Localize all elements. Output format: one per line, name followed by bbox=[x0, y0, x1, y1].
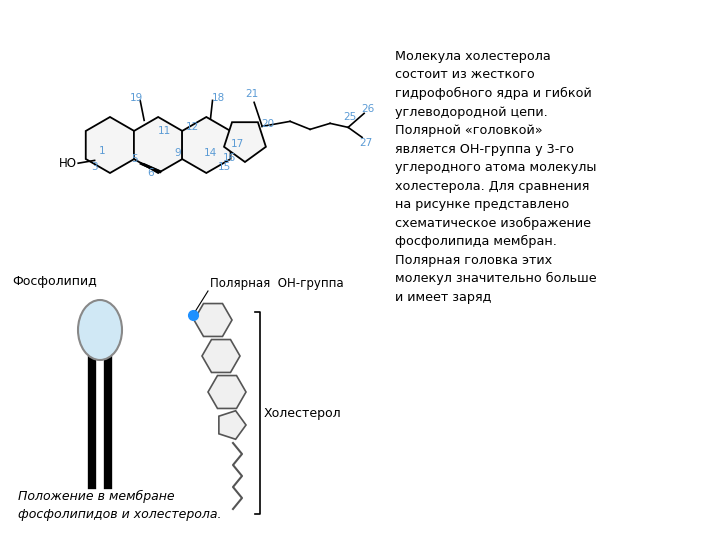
Text: 5: 5 bbox=[131, 154, 138, 164]
Text: HO: HO bbox=[59, 157, 77, 170]
Text: 27: 27 bbox=[359, 138, 373, 149]
Text: Молекула холестерола
состоит из жесткого
гидрофобного ядра и гибкой
углеводородн: Молекула холестерола состоит из жесткого… bbox=[395, 50, 597, 304]
Polygon shape bbox=[219, 411, 246, 439]
Polygon shape bbox=[194, 303, 232, 336]
Text: 12: 12 bbox=[186, 122, 199, 132]
Text: 20: 20 bbox=[261, 119, 275, 130]
Polygon shape bbox=[86, 117, 134, 173]
Text: 19: 19 bbox=[130, 93, 143, 103]
Polygon shape bbox=[182, 117, 230, 173]
Text: 26: 26 bbox=[361, 104, 374, 114]
Text: 1: 1 bbox=[99, 146, 105, 156]
Polygon shape bbox=[134, 117, 182, 173]
Text: Полярная  ОН-группа: Полярная ОН-группа bbox=[210, 277, 343, 290]
Text: 6: 6 bbox=[147, 168, 153, 178]
Ellipse shape bbox=[78, 300, 122, 360]
Text: 15: 15 bbox=[217, 162, 231, 172]
Text: 11: 11 bbox=[158, 126, 171, 136]
Text: Положение в мембране
фосфолипидов и холестерола.: Положение в мембране фосфолипидов и холе… bbox=[18, 490, 222, 521]
Text: 9: 9 bbox=[175, 148, 181, 158]
Text: 25: 25 bbox=[343, 112, 356, 123]
Text: 17: 17 bbox=[230, 139, 243, 149]
Text: 18: 18 bbox=[212, 93, 225, 103]
Polygon shape bbox=[208, 375, 246, 408]
Polygon shape bbox=[202, 340, 240, 373]
Text: Холестерол: Холестерол bbox=[264, 407, 341, 420]
Text: 21: 21 bbox=[246, 89, 258, 99]
Text: 14: 14 bbox=[204, 148, 217, 158]
Polygon shape bbox=[224, 122, 266, 162]
Text: 16: 16 bbox=[222, 153, 235, 163]
Text: 3: 3 bbox=[91, 162, 97, 172]
Text: Фосфолипид: Фосфолипид bbox=[13, 275, 97, 288]
